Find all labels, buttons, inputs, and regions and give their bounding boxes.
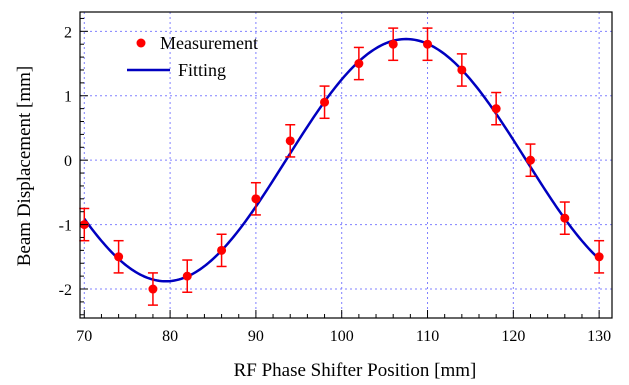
measurement-marker xyxy=(560,213,570,223)
legend-fitting-label: Fitting xyxy=(178,60,226,80)
measurement-marker xyxy=(388,39,398,49)
y-axis-title: Beam Displacement [mm] xyxy=(14,66,35,267)
legend-measurement-label: Measurement xyxy=(160,33,258,53)
measurement-point xyxy=(216,233,227,268)
measurement-marker xyxy=(525,155,535,165)
measurement-point xyxy=(388,27,399,62)
legend-measurement-marker xyxy=(136,38,146,48)
measurement-point xyxy=(182,259,193,293)
tick-labels: 70 80 90 100 110 120 130 -2 -1 0 1 2 xyxy=(59,24,611,345)
fitting-series xyxy=(83,37,600,283)
x-tick-label: 70 xyxy=(76,328,92,345)
x-tick-label: 80 xyxy=(162,328,178,345)
measurement-series xyxy=(79,27,605,306)
measurement-marker xyxy=(491,104,501,114)
measurement-marker xyxy=(423,39,433,49)
y-tick-label: 0 xyxy=(64,153,72,170)
grid xyxy=(80,12,612,318)
measurement-point xyxy=(491,91,502,126)
x-tick-label: 110 xyxy=(416,328,439,345)
measurement-marker xyxy=(217,245,227,255)
measurement-marker xyxy=(148,284,158,294)
measurement-point xyxy=(525,143,536,178)
y-tick-label: 1 xyxy=(64,89,72,106)
axes xyxy=(79,11,613,319)
measurement-marker xyxy=(285,136,295,146)
x-tick-label: 100 xyxy=(330,328,354,345)
measurement-point xyxy=(147,272,158,306)
y-tick-label: -2 xyxy=(59,282,72,299)
measurement-point xyxy=(319,85,330,120)
x-tick-label: 130 xyxy=(587,328,611,345)
plot-frame xyxy=(79,11,613,319)
measurement-marker xyxy=(182,271,192,281)
measurement-marker xyxy=(320,97,330,107)
measurement-marker xyxy=(594,252,604,262)
x-tick-label: 120 xyxy=(501,328,525,345)
measurement-point xyxy=(285,123,296,158)
measurement-point xyxy=(422,27,433,62)
measurement-point xyxy=(113,239,124,274)
x-axis-title: RF Phase Shifter Position [mm] xyxy=(234,360,477,381)
y-tick-label: -1 xyxy=(59,218,72,235)
y-tick-label: 2 xyxy=(64,24,72,41)
measurement-marker xyxy=(457,65,467,75)
measurement-point xyxy=(250,181,261,216)
measurement-marker xyxy=(251,194,261,204)
measurement-marker xyxy=(354,59,364,69)
legend: Measurement Fitting xyxy=(127,33,258,80)
measurement-point xyxy=(456,53,467,87)
measurement-point xyxy=(353,46,364,81)
x-tick-label: 90 xyxy=(248,328,264,345)
measurement-point xyxy=(594,239,605,274)
measurement-point xyxy=(559,201,570,236)
measurement-marker xyxy=(114,252,124,262)
fitting-curve xyxy=(83,37,600,283)
